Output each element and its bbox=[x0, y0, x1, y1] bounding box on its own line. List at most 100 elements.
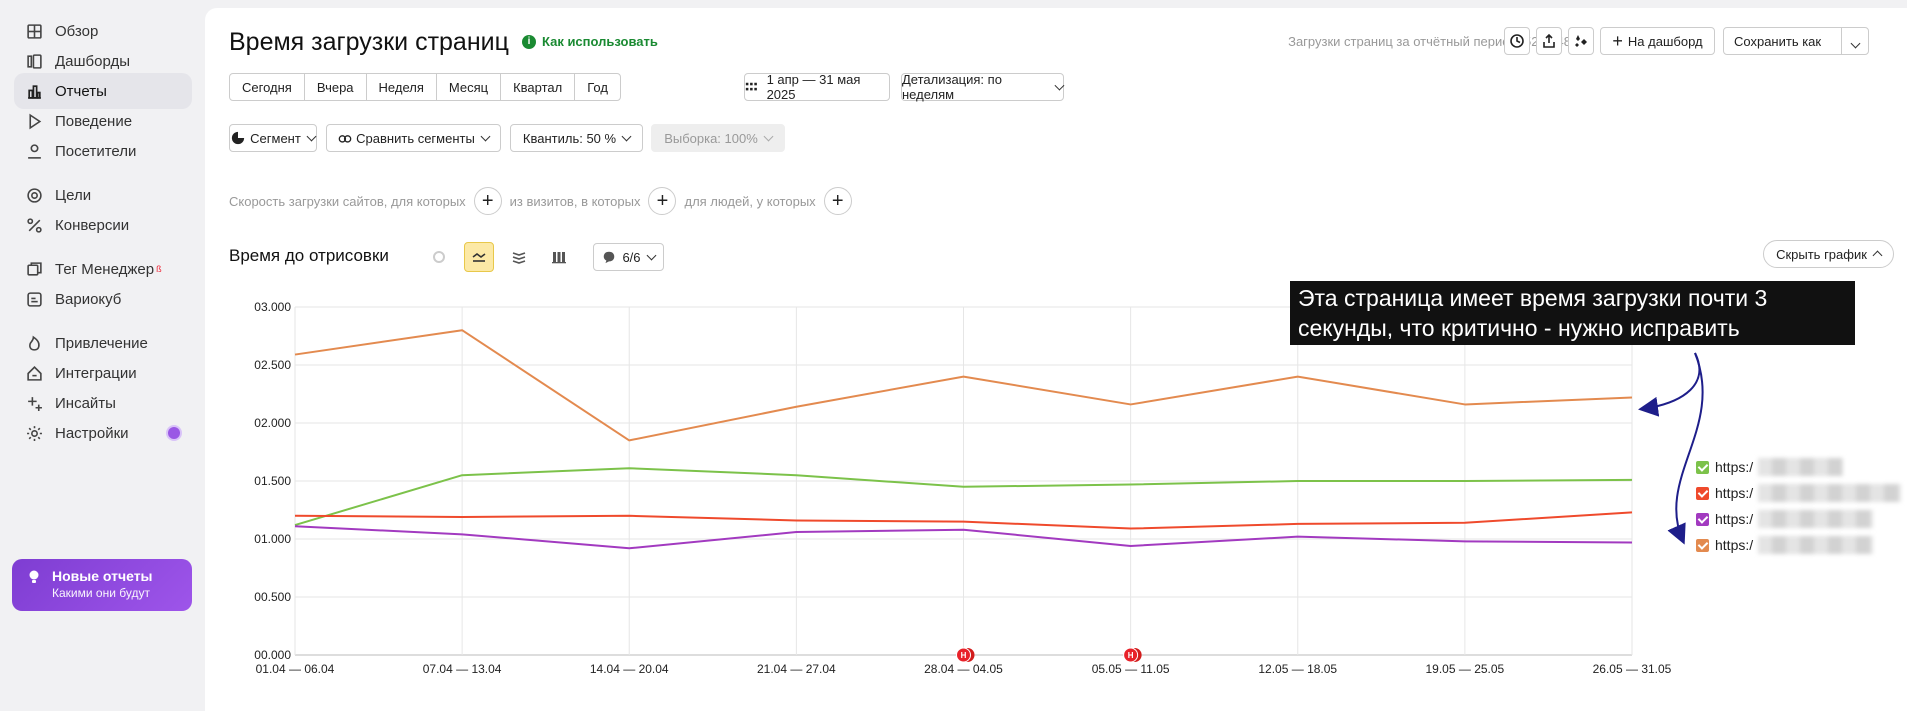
clock-icon bbox=[1510, 34, 1524, 48]
quantile-select[interactable]: Квантиль: 50 % bbox=[510, 124, 643, 152]
sidebar-item-reports[interactable]: Отчеты bbox=[14, 73, 192, 109]
sidebar-item-settings[interactable]: Настройки bbox=[14, 415, 192, 451]
legend-item[interactable]: https:/ bbox=[1696, 483, 1753, 503]
legend-checkbox[interactable] bbox=[1696, 460, 1709, 474]
segment-button[interactable]: Сегмент bbox=[229, 124, 317, 152]
to-dashboard-button[interactable]: + На дашборд bbox=[1600, 27, 1715, 55]
period-today[interactable]: Сегодня bbox=[230, 74, 305, 100]
period-year[interactable]: Год bbox=[587, 79, 608, 95]
how-to-use-link[interactable]: i Как использовать bbox=[522, 34, 658, 49]
event-marker[interactable] bbox=[956, 647, 971, 663]
legend-item[interactable]: https:/ bbox=[1696, 509, 1753, 529]
filter-text-visits: из визитов, в которых bbox=[509, 193, 641, 209]
legend-checkbox[interactable] bbox=[1696, 538, 1709, 552]
tag-manager-icon bbox=[25, 260, 43, 278]
annotation-callout: Эта страница имеет время загрузки почти … bbox=[1290, 281, 1855, 345]
sidebar-item-variocube[interactable]: Вариокуб bbox=[14, 281, 192, 317]
pie-chart-icon bbox=[433, 251, 445, 263]
sparkle-icon bbox=[25, 394, 43, 412]
hide-chart-button[interactable]: Скрыть график bbox=[1763, 240, 1894, 268]
save-as-label: Сохранить как bbox=[1734, 33, 1822, 49]
sidebar-item-insights[interactable]: Инсайты bbox=[14, 385, 192, 421]
series-line-4[interactable] bbox=[294, 329, 1633, 442]
column-chart-icon bbox=[552, 252, 566, 264]
target-icon bbox=[25, 186, 43, 204]
sidebar-item-label: Конверсии bbox=[55, 216, 130, 234]
legend-item[interactable]: https:/ bbox=[1696, 535, 1753, 555]
legend-checkbox[interactable] bbox=[1696, 486, 1709, 500]
legend-label: https:/ bbox=[1715, 537, 1754, 553]
pie-view-button[interactable] bbox=[424, 242, 454, 272]
series-line-2[interactable] bbox=[294, 511, 1633, 530]
x-tick-label: 12.05 — 18.05 bbox=[1258, 662, 1337, 676]
redacted-url-blur bbox=[1758, 510, 1873, 528]
x-tick-label: 21.04 — 27.04 bbox=[757, 662, 836, 676]
compare-segments-button[interactable]: Сравнить сегменты bbox=[326, 124, 501, 152]
period-week[interactable]: Неделя bbox=[367, 74, 437, 100]
legend-item[interactable]: https:/ bbox=[1696, 457, 1753, 477]
series-line-3[interactable] bbox=[294, 525, 1633, 550]
sidebar-item-label: Инсайты bbox=[55, 394, 116, 412]
y-tick-label: 00.500 bbox=[254, 590, 291, 604]
y-tick-label: 01.000 bbox=[254, 532, 291, 546]
x-tick-label: 05.05 — 11.05 bbox=[1092, 662, 1170, 676]
compare-icon bbox=[338, 135, 352, 143]
bar-chart-icon bbox=[25, 82, 43, 100]
sidebar-item-dashboards[interactable]: Дашборды bbox=[14, 43, 192, 79]
sidebar-item-acquisition[interactable]: Привлечение bbox=[14, 325, 192, 361]
compare-label: Сравнить сегменты bbox=[356, 130, 475, 146]
ai-button[interactable] bbox=[1568, 27, 1594, 55]
area-view-button[interactable] bbox=[504, 242, 534, 272]
percent-icon bbox=[25, 216, 43, 234]
add-filter-visits-button[interactable]: + bbox=[648, 187, 677, 215]
save-as-button[interactable]: Сохранить как bbox=[1723, 27, 1869, 55]
history-button[interactable] bbox=[1504, 27, 1530, 55]
x-tick-label: 01.04 — 06.04 bbox=[256, 662, 335, 676]
bar-view-button[interactable] bbox=[544, 242, 574, 272]
lightbulb-icon bbox=[26, 569, 42, 585]
event-marker[interactable] bbox=[1123, 647, 1139, 663]
add-filter-people-button[interactable]: + bbox=[823, 187, 852, 215]
period-presets: Сегодня Вчера Неделя Месяц Квартал Год bbox=[229, 73, 621, 101]
sidebar-item-goals[interactable]: Цели bbox=[14, 177, 192, 213]
user-icon bbox=[25, 142, 43, 160]
sidebar-item-label: Привлечение bbox=[55, 334, 148, 352]
x-tick-label: 07.04 — 13.04 bbox=[423, 662, 502, 676]
period-quarter[interactable]: Квартал bbox=[501, 74, 576, 100]
share-icon bbox=[1543, 33, 1555, 48]
line-chart-icon bbox=[472, 253, 486, 262]
sidebar-item-label: Настройки bbox=[55, 424, 129, 442]
sidebar-item-overview[interactable]: Обзор bbox=[14, 13, 192, 49]
detail-select[interactable]: Детализация: по неделям bbox=[901, 72, 1065, 102]
export-button[interactable] bbox=[1536, 27, 1562, 55]
sidebar-item-conversions[interactable]: Конверсии bbox=[14, 207, 192, 243]
sidebar-item-label: Обзор bbox=[55, 22, 99, 40]
fire-icon bbox=[25, 334, 43, 352]
sidebar-item-label: Тег Менеджер bbox=[55, 260, 155, 278]
period-month[interactable]: Месяц bbox=[437, 74, 502, 100]
date-range-picker[interactable]: 1 апр — 31 мая 2025 bbox=[744, 72, 890, 102]
sidebar-item-label: Дашборды bbox=[55, 52, 130, 70]
y-tick-label: 01.500 bbox=[254, 474, 291, 488]
add-filter-sites-button[interactable]: + bbox=[473, 187, 502, 215]
series-select[interactable]: 6/6 bbox=[593, 243, 664, 271]
event-marker-label: Н bbox=[1128, 651, 1134, 660]
sidebar-item-label: Цели bbox=[55, 186, 92, 204]
annotation-arrow bbox=[1638, 352, 1701, 417]
sidebar-item-visitors[interactable]: Посетители bbox=[14, 133, 192, 169]
hide-chart-label: Скрыть график bbox=[1776, 246, 1867, 262]
sidebar-item-integrations[interactable]: Интеграции bbox=[14, 355, 192, 391]
line-view-button[interactable] bbox=[464, 242, 494, 272]
legend-checkbox[interactable] bbox=[1696, 512, 1709, 526]
period-yesterday[interactable]: Вчера bbox=[305, 74, 367, 100]
calendar-icon bbox=[745, 82, 757, 91]
sidebar-item-label: Вариокуб bbox=[55, 290, 122, 308]
page-title: Время загрузки страниц bbox=[229, 28, 509, 56]
series-line-1[interactable] bbox=[294, 467, 1633, 527]
sidebar: Обзор Дашборды Отчеты Поведение Посетите… bbox=[0, 0, 205, 711]
sidebar-item-label: Поведение bbox=[55, 112, 133, 130]
new-reports-promo[interactable]: Новые отчеты Какими они будут bbox=[12, 559, 192, 611]
sidebar-item-behavior[interactable]: Поведение bbox=[14, 103, 192, 139]
filter-text-people: для людей, у которых bbox=[684, 193, 816, 209]
sidebar-item-tag-manager[interactable]: Тег Менеджер ß bbox=[14, 251, 192, 287]
